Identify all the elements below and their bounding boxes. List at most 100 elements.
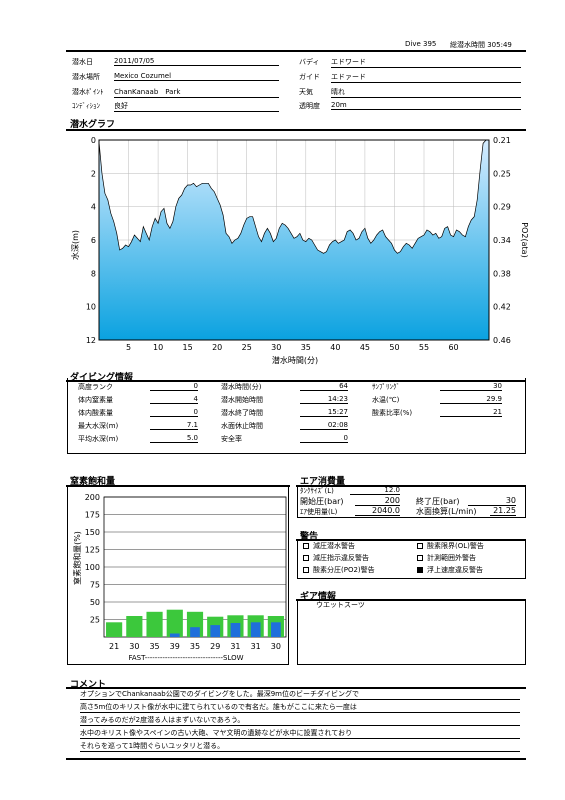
empty-box-icon [303, 567, 309, 573]
place-value: Mexico Cozumel [114, 72, 279, 81]
nitrogen-inner-bar [250, 622, 261, 637]
warning-label: 浮上速度違反警告 [427, 566, 483, 574]
gear-value: ウエットスーツ [316, 601, 365, 609]
nitrogen-rule [66, 485, 290, 487]
nitrogen-inner-bar [271, 622, 281, 637]
date-value: 2011/07/05 [114, 57, 279, 66]
empty-box-icon [303, 543, 309, 549]
depth-tick-label: 2 [91, 169, 96, 178]
air-used-value: 2040.0 [355, 506, 400, 516]
point-value: ChanKanaab Park [114, 87, 279, 98]
dive-info-value: 64 [300, 382, 348, 391]
plot-frame [98, 139, 490, 341]
dive-info-value: 15:27 [300, 408, 348, 417]
dive-info-value: 30 [440, 382, 502, 391]
time-tick-label: 25 [242, 343, 252, 352]
dive-info-value: 7.1 [150, 421, 198, 430]
nitrogen-category-label: 39 [170, 642, 180, 651]
warning-label: 酸素限界(OL)警告 [427, 542, 484, 550]
dive-info-value: 5.0 [150, 434, 198, 443]
po2-tick-label: 0.34 [493, 236, 511, 245]
dive-graph-title: 潜水グラフ [70, 120, 116, 130]
dive-info-label: 体内窒素量 [78, 396, 113, 404]
dive-info-value: 21 [440, 408, 502, 417]
nitrogen-tick-label: 150 [85, 528, 100, 537]
gear-rule [296, 599, 526, 601]
tank-label: ﾀﾝｸｻｲｽﾞ(L) [300, 487, 334, 495]
depth-tick-label: 0 [91, 136, 96, 145]
po2-tick-label: 0.29 [493, 203, 511, 212]
nitrogen-inner-bar [190, 627, 200, 637]
nitrogen-inner-bar [230, 623, 241, 637]
warning-label: 計測範囲外警告 [427, 554, 476, 562]
nitrogen-tick-label: 200 [85, 493, 100, 502]
gear-box [297, 599, 526, 665]
dive-info-label: 酸素比率(%) [372, 409, 413, 417]
dive-info-label: 潜水終了時間 [221, 409, 263, 417]
warnings-title: 警告 [300, 532, 319, 542]
dive-info-value: 02:08 [300, 421, 348, 430]
place-label: 潜水場所 [72, 73, 100, 81]
graph-rule [66, 129, 526, 131]
time-tick-label: 30 [271, 343, 281, 352]
time-tick-label: 60 [448, 343, 458, 352]
visibility-label: 透明度 [299, 102, 320, 110]
dive-info-label: ｻﾝﾌﾟﾘﾝｸﾞ [372, 383, 400, 391]
po2-axis-label: PO2(ata) [520, 222, 529, 257]
dive-info-label: 体内酸素量 [78, 409, 113, 417]
depth-area [98, 139, 490, 341]
dive-info-value: 0 [150, 408, 198, 417]
surface-rate-label: 水面換算(L/min) [416, 507, 477, 516]
warning-item: 浮上速度違反警告 [417, 565, 483, 575]
nitrogen-tick-label: 50 [90, 598, 100, 607]
buddy-value: エドワード [331, 57, 521, 68]
warning-label: 減圧潜水警告 [313, 542, 355, 550]
air-title: エア消費量 [300, 477, 346, 487]
nitrogen-y-label: 窒素飽和量(%) [72, 531, 82, 585]
nitrogen-inner-bar [210, 625, 221, 637]
comment-line: それらを巡って1時間ぐらいユッタリと潜る。 [80, 741, 520, 752]
empty-box-icon [417, 555, 423, 561]
dive-info-label: 平均水深(m) [78, 435, 119, 443]
comment-rule [66, 687, 526, 689]
dive-info-label: 水面休止時間 [221, 422, 263, 430]
warning-item: 減圧指示違反警告 [303, 553, 369, 563]
dive-info-value: 4 [150, 395, 198, 404]
nitrogen-box [67, 485, 289, 665]
depth-tick-label: 12 [86, 336, 96, 345]
comment-line: オプションでChankanaab公園でのダイビングをした。最深9m位のビーチダイ… [80, 689, 520, 700]
nitrogen-category-label: 31 [230, 642, 240, 651]
nitrogen-tick-label: 25 [90, 616, 100, 625]
diving-info-rule [66, 380, 526, 382]
dive-info-label: 潜水開始時間 [221, 396, 263, 404]
comment-title: コメント [70, 680, 107, 690]
nitrogen-category-label: 21 [109, 642, 119, 651]
po2-tick-label: 0.46 [493, 336, 511, 345]
dive-info-label: 最大水深(m) [78, 422, 119, 430]
nitrogen-title: 窒素飽和量 [70, 477, 116, 487]
time-tick-label: 10 [153, 343, 163, 352]
po2-tick-label: 0.38 [493, 269, 511, 278]
depth-tick-label: 4 [91, 203, 96, 212]
nitrogen-category-label: 30 [129, 642, 139, 651]
gear-title: ギア情報 [300, 592, 337, 602]
surface-rate-value: 21.25 [490, 506, 516, 516]
empty-box-icon [417, 543, 423, 549]
time-axis-label: 潜水時間(分) [272, 355, 318, 365]
dive-profile-chart: 0 0.21 2 0.25 4 0.29 6 0.34 8 0.38 10 0.42 12 0.46 5 10… [70, 136, 529, 365]
visibility-value: 20m [331, 101, 521, 110]
end-pressure-value: 30 [468, 496, 516, 506]
nitrogen-tick-label: 125 [85, 546, 100, 555]
po2-tick-label: 0.21 [493, 136, 511, 145]
warning-item: 減圧潜水警告 [303, 541, 355, 551]
dive-info-value: 29.9 [440, 395, 502, 404]
warning-item: 計測範囲外警告 [417, 553, 476, 563]
checked-box-icon [417, 567, 423, 573]
nitrogen-bar [146, 611, 163, 637]
total-dive-time: 総潜水時間 305:49 [450, 41, 512, 49]
nitrogen-category-label: 35 [190, 642, 200, 651]
nitrogen-bar [166, 609, 183, 637]
nitrogen-tick-label: 175 [85, 511, 100, 520]
warnings-rule [296, 539, 526, 541]
